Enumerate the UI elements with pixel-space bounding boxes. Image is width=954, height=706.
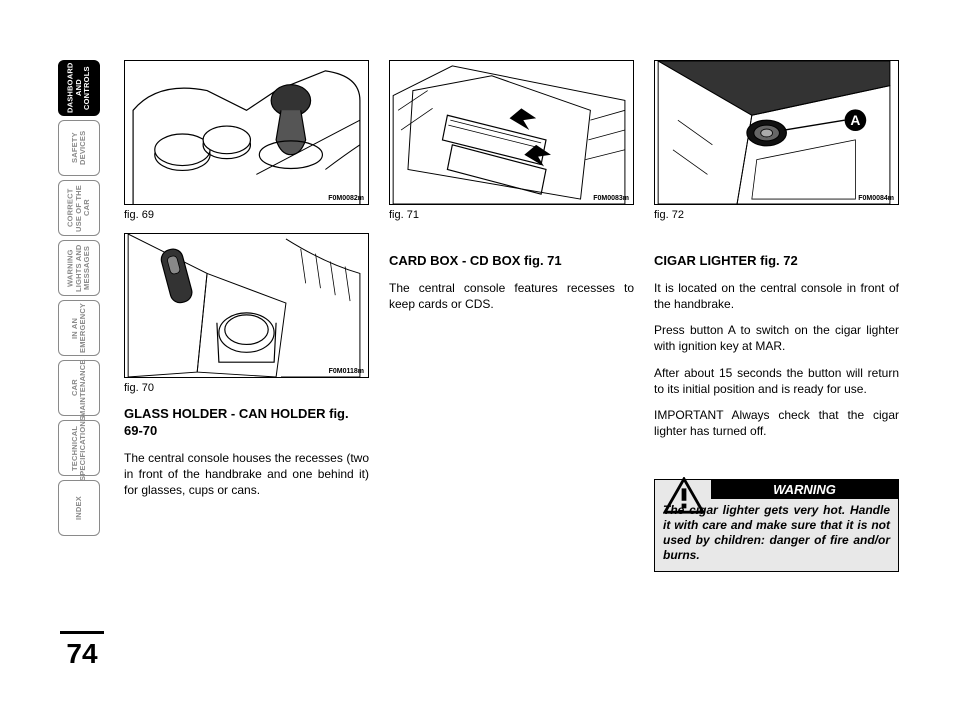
svg-text:A: A xyxy=(850,113,860,128)
tab-emergency[interactable]: IN AN EMERGENCY xyxy=(58,300,100,356)
heading-card-box: CARD BOX - CD BOX fig. 71 xyxy=(389,253,634,270)
tab-dashboard[interactable]: DASHBOARD AND CONTROLS xyxy=(58,60,100,116)
tab-index[interactable]: INDEX xyxy=(58,480,100,536)
body-cigar-p3: After about 15 seconds the button will r… xyxy=(654,365,899,397)
heading-cigar-lighter: CIGAR LIGHTER fig. 72 xyxy=(654,253,899,270)
body-cigar-p2: Press button A to switch on the cigar li… xyxy=(654,322,899,354)
figure-70-code: F0M0118m xyxy=(329,368,364,375)
body-cigar-p1: It is located on the central console in … xyxy=(654,280,899,312)
figure-71-caption: fig. 71 xyxy=(389,209,634,221)
figure-69: F0M0082m xyxy=(124,60,369,205)
figure-71: F0M0083m xyxy=(389,60,634,205)
tab-correct-use[interactable]: CORRECT USE OF THE CAR xyxy=(58,180,100,236)
tab-warning-lights[interactable]: WARNING LIGHTS AND MESSAGES xyxy=(58,240,100,296)
figure-70-caption: fig. 70 xyxy=(124,382,369,394)
column-1: F0M0082m fig. 69 F0M0118m fig. 70 GLASS … xyxy=(124,60,369,676)
body-card-box: The central console features recesses to… xyxy=(389,280,634,312)
tab-maintenance[interactable]: CAR MAINTENANCE xyxy=(58,360,100,416)
figure-69-caption: fig. 69 xyxy=(124,209,369,221)
body-cigar-p4: IMPORTANT Always check that the cigar li… xyxy=(654,407,899,439)
warning-title: WARNING xyxy=(711,480,898,499)
page-number: 74 xyxy=(60,631,104,670)
figure-70: F0M0118m xyxy=(124,233,369,378)
tab-safety[interactable]: SAFETY DEVICES xyxy=(58,120,100,176)
tab-tech-specs[interactable]: TECHNICAL SPECIFICATIONS xyxy=(58,420,100,476)
body-glass-holder: The central console houses the recesses … xyxy=(124,450,369,499)
figure-69-code: F0M0082m xyxy=(328,195,364,202)
figure-72-code: F0M0084m xyxy=(858,195,894,202)
column-2: F0M0083m fig. 71 CARD BOX - CD BOX fig. … xyxy=(389,60,634,676)
column-3: A F0M0084m fig. 72 CIGAR LIGHTER fig. 72… xyxy=(654,60,899,676)
heading-glass-holder: GLASS HOLDER - CAN HOLDER fig. 69-70 xyxy=(124,406,369,440)
side-tabs: DASHBOARD AND CONTROLS SAFETY DEVICES CO… xyxy=(58,60,100,536)
figure-71-code: F0M0083m xyxy=(593,195,629,202)
figure-72: A F0M0084m xyxy=(654,60,899,205)
figure-72-caption: fig. 72 xyxy=(654,209,899,221)
warning-icon xyxy=(663,477,705,515)
main-content: F0M0082m fig. 69 F0M0118m fig. 70 GLASS … xyxy=(124,60,899,676)
warning-box: WARNING The cigar lighter gets very hot.… xyxy=(654,479,899,572)
warning-body: The cigar lighter gets very hot. Handle … xyxy=(655,499,898,571)
